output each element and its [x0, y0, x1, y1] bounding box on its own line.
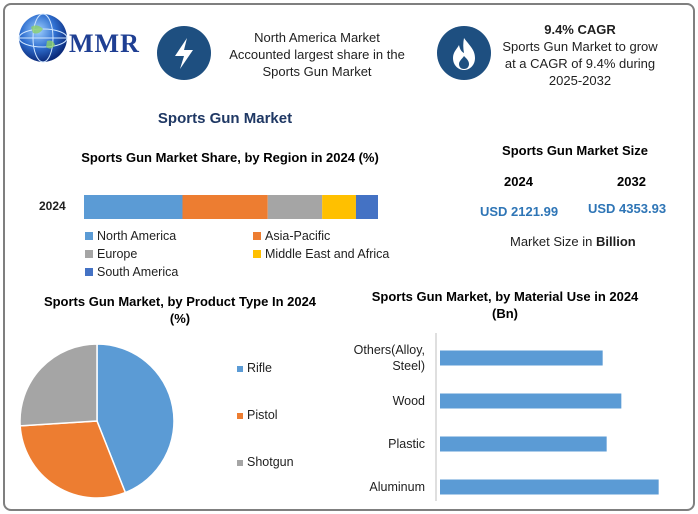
region-bar-segment-north-america: [84, 195, 183, 219]
pie-slice-shotgun: [19, 343, 98, 427]
market-size-year-2024: 2024: [504, 174, 533, 189]
highlight-line: Sports Gun Market: [262, 64, 372, 79]
region-bar-segment-asia-pacific: [182, 195, 268, 219]
pie-slice-pistol: [19, 420, 127, 499]
flame-icon: [453, 38, 475, 70]
legend-swatch: [85, 268, 93, 276]
region-category-label: 2024: [39, 199, 66, 213]
highlight-heading: 9.4% CAGR: [544, 22, 616, 37]
legend-item-north-america: North America: [85, 229, 176, 243]
highlight-north-america: North America Market Accounted largest s…: [217, 29, 417, 80]
region-bar-segment-europe: [267, 195, 323, 219]
highlight-icon-circle: [437, 26, 491, 80]
product-chart-title: Sports Gun Market, by Product Type In 20…: [43, 294, 317, 326]
product-pie-chart: [19, 343, 175, 499]
product-legend-item-rifle: Rifle: [237, 361, 272, 375]
highlight-line: at a CAGR of 9.4% during: [504, 56, 656, 71]
material-bar-1: [440, 393, 622, 409]
logo-text: MMR: [69, 29, 140, 58]
material-category-label: Plastic: [388, 437, 425, 451]
legend-swatch: [237, 366, 243, 372]
region-chart-title: Sports Gun Market Share, by Region in 20…: [81, 150, 379, 165]
lightning-icon: [175, 38, 193, 69]
market-size-title: Sports Gun Market Size: [502, 143, 648, 158]
legend-item-europe: Europe: [85, 247, 137, 261]
product-legend-item-pistol: Pistol: [237, 408, 278, 422]
infographic: MMR North America Market Accounted large…: [3, 3, 695, 511]
market-size-value-2024: USD 2121.99: [480, 204, 559, 219]
material-bar-3: [440, 479, 659, 495]
region-bar-segment-middle-east-and-africa: [322, 195, 356, 219]
legend-swatch: [85, 250, 93, 258]
legend-swatch: [253, 232, 261, 240]
highlight-line: Accounted largest share in the: [229, 47, 405, 62]
highlight-line: Sports Gun Market to grow: [502, 39, 658, 54]
material-bar-chart: Others(Alloy, Steel) Wood Plastic Aluminum: [354, 333, 659, 501]
material-category-label: Wood: [393, 394, 425, 408]
legend-item-asia-pacific: Asia-Pacific: [253, 229, 330, 243]
pie-slice-rifle: [96, 343, 175, 494]
highlight-line: 2025-2032: [548, 73, 612, 88]
market-size-unit: Market Size in Billion: [510, 234, 636, 249]
legend-swatch: [253, 250, 261, 258]
market-size-year-2032: 2032: [617, 174, 646, 189]
material-bar-2: [440, 436, 607, 452]
legend-swatch: [237, 460, 243, 466]
highlight-cagr: 9.4% CAGR Sports Gun Market to grow at a…: [495, 21, 665, 89]
legend-item-middle-east-africa: Middle East and Africa: [253, 247, 389, 261]
legend-swatch: [237, 413, 243, 419]
legend-swatch: [85, 232, 93, 240]
legend-item-south-america: South America: [85, 265, 178, 279]
region-stacked-bar-chart: 2024: [39, 195, 378, 219]
globe-logo-icon: [18, 13, 68, 63]
region-legend: North America Asia-Pacific Europe Middle…: [85, 229, 415, 283]
material-chart-title: Sports Gun Market, by Material Use in 20…: [371, 289, 639, 321]
material-category-label: Others(Alloy, Steel): [354, 343, 425, 373]
material-category-label: Aluminum: [369, 480, 425, 494]
region-bar-segment-south-america: [355, 195, 378, 219]
highlight-line: North America Market: [254, 30, 380, 45]
highlight-icon-circle: [157, 26, 211, 80]
product-legend-item-shotgun: Shotgun: [237, 455, 294, 469]
material-bar-0: [440, 350, 603, 366]
main-title: Sports Gun Market: [157, 110, 293, 127]
market-size-value-2032: USD 4353.93: [588, 201, 667, 216]
